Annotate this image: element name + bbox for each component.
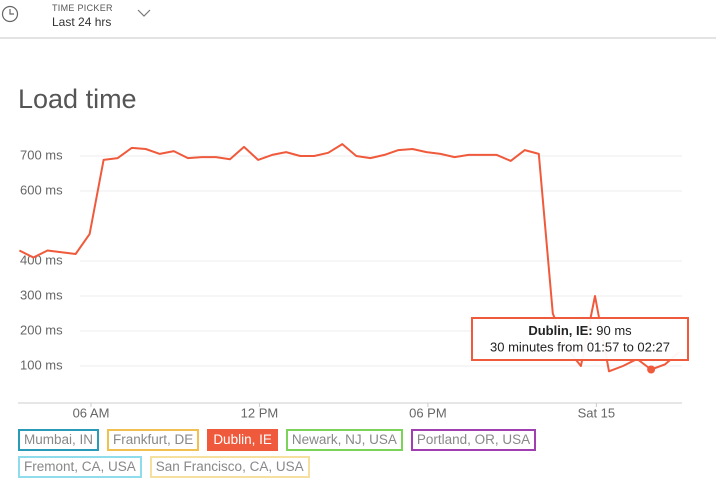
tooltip-range: 30 minutes from 01:57 to 02:27	[490, 339, 670, 354]
y-tick-label: 300 ms	[20, 287, 63, 302]
legend-item[interactable]: Fremont, CA, USA	[18, 456, 142, 478]
legend-item[interactable]: Portland, OR, USA	[410, 429, 537, 451]
header: TIME PICKER Last 24 hrs	[0, 0, 716, 39]
legend-item[interactable]: Mumbai, IN	[18, 429, 100, 451]
x-tick-label: Sat 15	[578, 405, 616, 420]
tooltip-series: Dublin, IE:	[528, 323, 592, 338]
tooltip-box	[471, 317, 689, 361]
tooltip-title: Dublin, IE: 90 ms	[528, 323, 632, 338]
picker-caption: TIME PICKER	[52, 3, 113, 13]
tooltip-value: 90 ms	[596, 323, 632, 338]
y-tick-label: 100 ms	[20, 357, 63, 372]
dropdown-arrow[interactable]	[136, 5, 156, 25]
legend-item[interactable]: Newark, NJ, USA	[285, 429, 403, 451]
x-tick-label: 12 PM	[241, 405, 279, 420]
x-tick-label: 06 AM	[73, 405, 110, 420]
picker-value[interactable]: Last 24 hrs	[52, 15, 112, 29]
chart-title: Load time	[18, 84, 137, 114]
y-tick-label: 600 ms	[20, 182, 63, 197]
y-tick-label: 200 ms	[20, 322, 63, 337]
legend: Mumbai, IN Frankfurt, DE Dublin, IE Newark,…	[18, 429, 618, 478]
legend-item[interactable]: Frankfurt, DE	[107, 429, 200, 451]
legend-item[interactable]: Dublin, IE	[207, 429, 278, 451]
y-tick-label: 700 ms	[20, 147, 63, 162]
highlight-point	[647, 365, 656, 374]
clock-icon[interactable]	[0, 0, 40, 37]
x-tick-label: 06 PM	[409, 405, 447, 420]
legend-item[interactable]: San Francisco, CA, USA	[149, 456, 310, 478]
